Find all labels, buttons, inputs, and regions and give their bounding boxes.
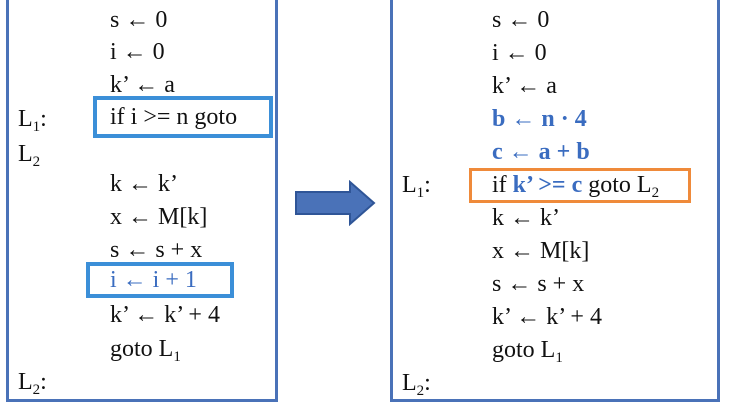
code-line: x ← M[k] (110, 204, 208, 230)
code-line-added: b ← n · 4 (492, 106, 587, 132)
code-line-condition: if i >= n goto (110, 104, 238, 130)
code-line: s ← s + x (110, 237, 203, 263)
code-panel-after (390, 0, 720, 402)
label-l1: L1: (18, 106, 47, 135)
highlight-box-increment (86, 262, 234, 298)
code-line-increment: i ← i + 1 (110, 267, 197, 293)
code-line: k’ ← k’ + 4 (492, 304, 602, 330)
code-line: x ← M[k] (492, 238, 590, 264)
code-line-goto: goto L1 (492, 337, 563, 366)
code-line: k ← k’ (110, 171, 178, 197)
code-line: k’ ← a (492, 73, 557, 99)
code-line: k ← k’ (492, 205, 560, 231)
code-panel-before (6, 0, 278, 402)
label-l1: L1: (402, 172, 431, 201)
code-line: k’ ← k’ + 4 (110, 302, 220, 328)
code-line-condition: if k’ >= c goto L2 (492, 172, 660, 201)
code-line: s ← 0 (110, 7, 168, 33)
code-line: s ← 0 (492, 7, 550, 33)
label-l2-end: L2: (18, 369, 47, 398)
code-line-added: c ← a + b (492, 139, 590, 165)
code-line: k’ ← a (110, 72, 175, 98)
label-l2-end: L2: (402, 370, 431, 399)
highlight-box-condition (93, 96, 273, 138)
code-line: i ← 0 (110, 39, 165, 65)
right-arrow-icon (295, 180, 376, 226)
code-line: i ← 0 (492, 40, 547, 66)
highlight-box-condition (469, 168, 691, 203)
code-line-goto: goto L1 (110, 336, 181, 365)
code-line: s ← s + x (492, 271, 585, 297)
label-l2: L2 (18, 141, 41, 170)
